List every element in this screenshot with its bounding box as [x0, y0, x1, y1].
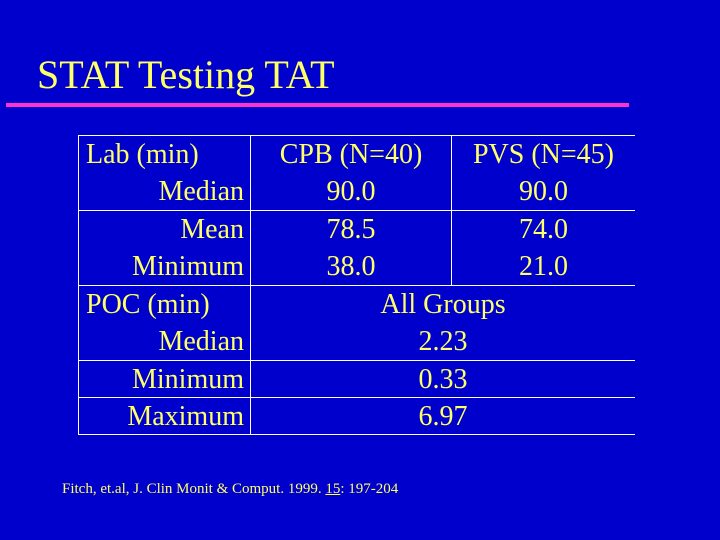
table-left-border — [78, 135, 79, 435]
all-groups-header: All Groups — [380, 289, 506, 320]
table-row: Maximum 6.97 — [78, 397, 635, 434]
pvs-value: 74.0 — [519, 214, 568, 245]
table-row: Minimum 0.33 — [78, 360, 635, 397]
citation: Fitch, et.al, J. Clin Monit & Comput. 19… — [62, 480, 398, 498]
table-header-row: Lab (min) CPB (N=40) PVS (N=45) — [78, 135, 635, 172]
all-groups-value: 2.23 — [418, 326, 468, 357]
poc-header-label: POC (min) — [86, 289, 210, 320]
table-bottom-border — [78, 434, 635, 435]
stats-table: Lab (min) CPB (N=40) PVS (N=45) Median 9… — [78, 135, 635, 435]
poc-header-row: POC (min) All Groups — [78, 285, 635, 322]
cpb-value: 38.0 — [326, 251, 376, 282]
table-row-divider — [78, 397, 635, 398]
row-label: Maximum — [127, 401, 244, 432]
lab-header-label: Lab (min) — [86, 139, 199, 170]
table-row: Mean 78.5 74.0 — [78, 210, 635, 247]
table-column-divider — [451, 135, 452, 285]
table-row-divider — [78, 360, 635, 361]
slide-title: STAT Testing TAT — [37, 52, 335, 97]
row-label: Minimum — [131, 364, 244, 395]
citation-volume: 15 — [325, 481, 341, 497]
title-underline — [6, 103, 629, 107]
row-label: Median — [158, 176, 244, 207]
table-row: Median 90.0 90.0 — [78, 172, 635, 209]
cpb-value: 90.0 — [326, 176, 376, 207]
all-groups-value: 6.97 — [418, 401, 468, 432]
table-row-divider — [78, 285, 635, 286]
table-row: Minimum 38.0 21.0 — [78, 247, 635, 284]
pvs-value: 90.0 — [519, 176, 568, 207]
row-label: Median — [158, 326, 244, 357]
row-label: Minimum — [131, 251, 244, 282]
table-top-border — [78, 135, 635, 136]
table-row-divider — [78, 210, 635, 211]
citation-prefix: Fitch, et.al, J. Clin Monit & Comput. 19… — [62, 481, 326, 497]
cpb-value: 78.5 — [326, 214, 376, 245]
all-groups-value: 0.33 — [418, 364, 468, 395]
table-row: Median 2.23 — [78, 322, 635, 359]
cpb-column-header: CPB (N=40) — [279, 139, 423, 170]
citation-pages: : 197-204 — [340, 481, 399, 497]
row-label: Mean — [180, 214, 244, 245]
pvs-column-header: PVS (N=45) — [472, 139, 615, 170]
table-column-divider — [250, 135, 251, 435]
pvs-value: 21.0 — [519, 251, 568, 282]
